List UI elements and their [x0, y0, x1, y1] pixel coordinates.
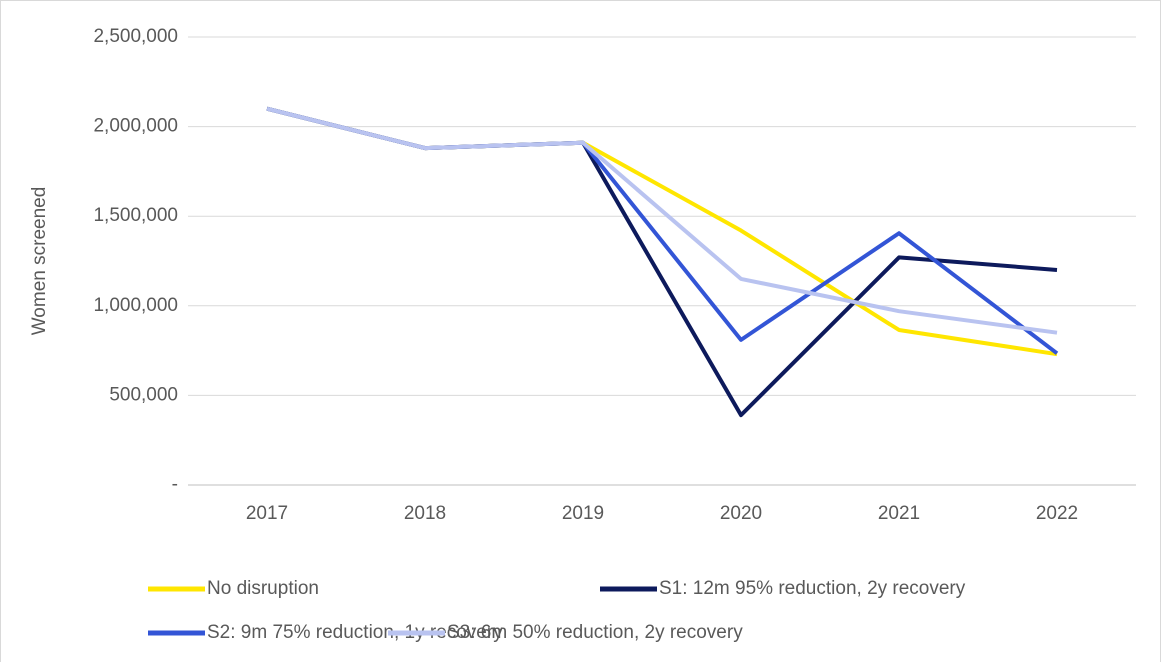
- legend-label: S2: 9m 75% reduction, 1y recovery: [207, 622, 503, 643]
- x-tick-label: 2019: [562, 503, 604, 524]
- y-axis-label: Women screened: [29, 187, 50, 336]
- y-tick-label: 2,000,000: [93, 116, 178, 137]
- y-tick-label: 500,000: [109, 384, 178, 405]
- legend-label: No disruption: [207, 578, 319, 599]
- y-tick-label: 1,500,000: [93, 205, 178, 226]
- y-tick-label: -: [172, 474, 178, 495]
- y-tick-label: 1,000,000: [93, 295, 178, 316]
- legend-label: S3: 6m 50% reduction, 2y recovery: [447, 622, 743, 643]
- x-tick-label: 2018: [404, 503, 446, 524]
- legend-label: S1: 12m 95% reduction, 2y recovery: [659, 578, 966, 599]
- x-tick-label: 2022: [1036, 503, 1078, 524]
- y-tick-label: 2,500,000: [93, 26, 178, 47]
- x-tick-label: 2017: [246, 503, 288, 524]
- x-tick-label: 2021: [878, 503, 920, 524]
- x-tick-label: 2020: [720, 503, 762, 524]
- series-line: [266, 106, 1058, 335]
